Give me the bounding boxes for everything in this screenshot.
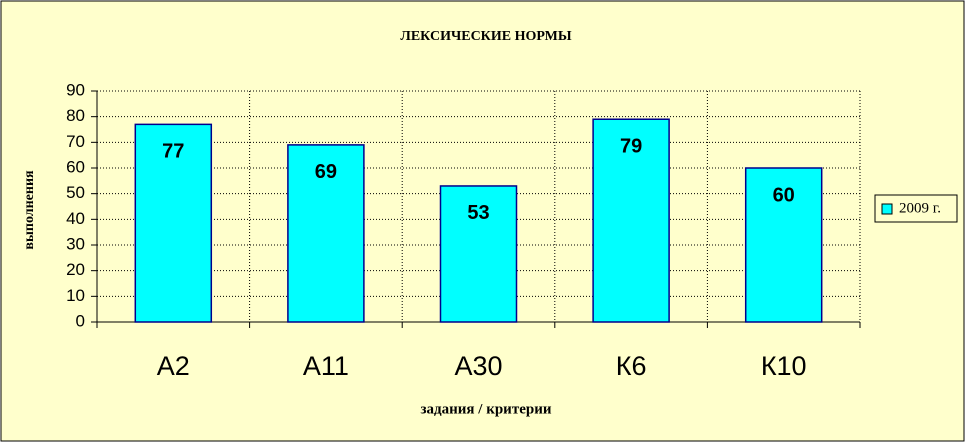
y-tick-label: 90 <box>66 80 85 99</box>
data-label: 53 <box>467 202 489 224</box>
y-tick-label: 50 <box>66 183 85 202</box>
x-axis-label: задания / критерии <box>421 401 552 417</box>
bar <box>439 185 518 323</box>
data-label: 69 <box>315 161 337 183</box>
x-tick-label: К6 <box>616 351 647 381</box>
bar <box>592 118 670 323</box>
y-tick-label: 70 <box>66 132 85 151</box>
bar <box>744 167 823 323</box>
y-tick-label: 20 <box>66 260 85 279</box>
y-axis-label: выполнения <box>22 170 37 250</box>
y-tick-label: 30 <box>66 234 85 253</box>
x-tick-label: А30 <box>454 351 502 381</box>
legend-label: 2009 г. <box>899 200 941 216</box>
x-tick-label: А2 <box>157 351 190 381</box>
chart-title: ЛЕКСИЧЕСКИЕ НОРМЫ <box>400 29 571 44</box>
bar <box>287 144 365 323</box>
x-tick-label: К10 <box>761 351 807 381</box>
y-tick-label: 0 <box>76 311 85 330</box>
bar <box>134 123 213 323</box>
x-tick-label: А11 <box>303 351 349 381</box>
y-tick-label: 10 <box>66 286 85 305</box>
legend-swatch <box>881 203 893 215</box>
y-tick-label: 80 <box>66 106 85 125</box>
y-tick-label: 40 <box>66 209 85 228</box>
data-label: 60 <box>773 184 795 206</box>
data-label: 77 <box>162 141 184 163</box>
data-label: 79 <box>620 136 642 158</box>
y-tick-label: 60 <box>66 157 85 176</box>
